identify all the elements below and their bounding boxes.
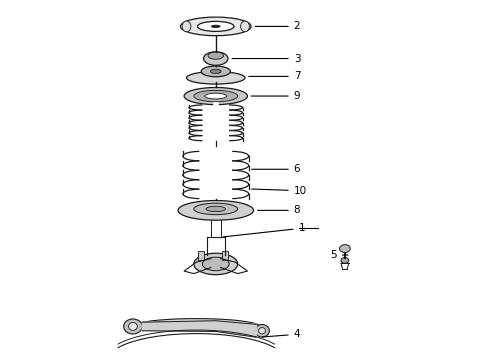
Ellipse shape	[206, 206, 225, 212]
Ellipse shape	[203, 52, 228, 65]
Text: 10: 10	[252, 186, 307, 196]
Ellipse shape	[202, 257, 229, 271]
Ellipse shape	[128, 323, 137, 330]
Ellipse shape	[201, 66, 230, 77]
Ellipse shape	[255, 324, 270, 337]
Text: 2: 2	[255, 21, 300, 31]
Text: 1: 1	[223, 223, 305, 237]
Text: 7: 7	[249, 71, 300, 81]
Ellipse shape	[197, 21, 234, 31]
Ellipse shape	[210, 69, 221, 73]
Text: 9: 9	[251, 91, 300, 101]
Text: 5: 5	[330, 250, 348, 260]
Ellipse shape	[259, 328, 266, 334]
Ellipse shape	[184, 87, 247, 105]
Polygon shape	[142, 321, 256, 337]
Ellipse shape	[205, 93, 227, 99]
Text: 4: 4	[262, 329, 300, 339]
FancyBboxPatch shape	[198, 251, 203, 260]
Ellipse shape	[187, 72, 245, 84]
Text: 6: 6	[252, 164, 300, 174]
Ellipse shape	[341, 257, 349, 263]
FancyBboxPatch shape	[222, 251, 228, 260]
Ellipse shape	[340, 245, 350, 252]
Polygon shape	[133, 319, 260, 330]
Text: 8: 8	[258, 205, 300, 215]
Ellipse shape	[241, 21, 249, 32]
Ellipse shape	[211, 25, 220, 28]
Ellipse shape	[194, 203, 238, 215]
Ellipse shape	[178, 201, 253, 220]
Ellipse shape	[194, 90, 238, 102]
Ellipse shape	[180, 17, 251, 36]
Ellipse shape	[194, 253, 238, 275]
Ellipse shape	[123, 319, 142, 334]
Text: 3: 3	[232, 54, 300, 64]
Ellipse shape	[208, 52, 223, 59]
Ellipse shape	[182, 21, 191, 32]
